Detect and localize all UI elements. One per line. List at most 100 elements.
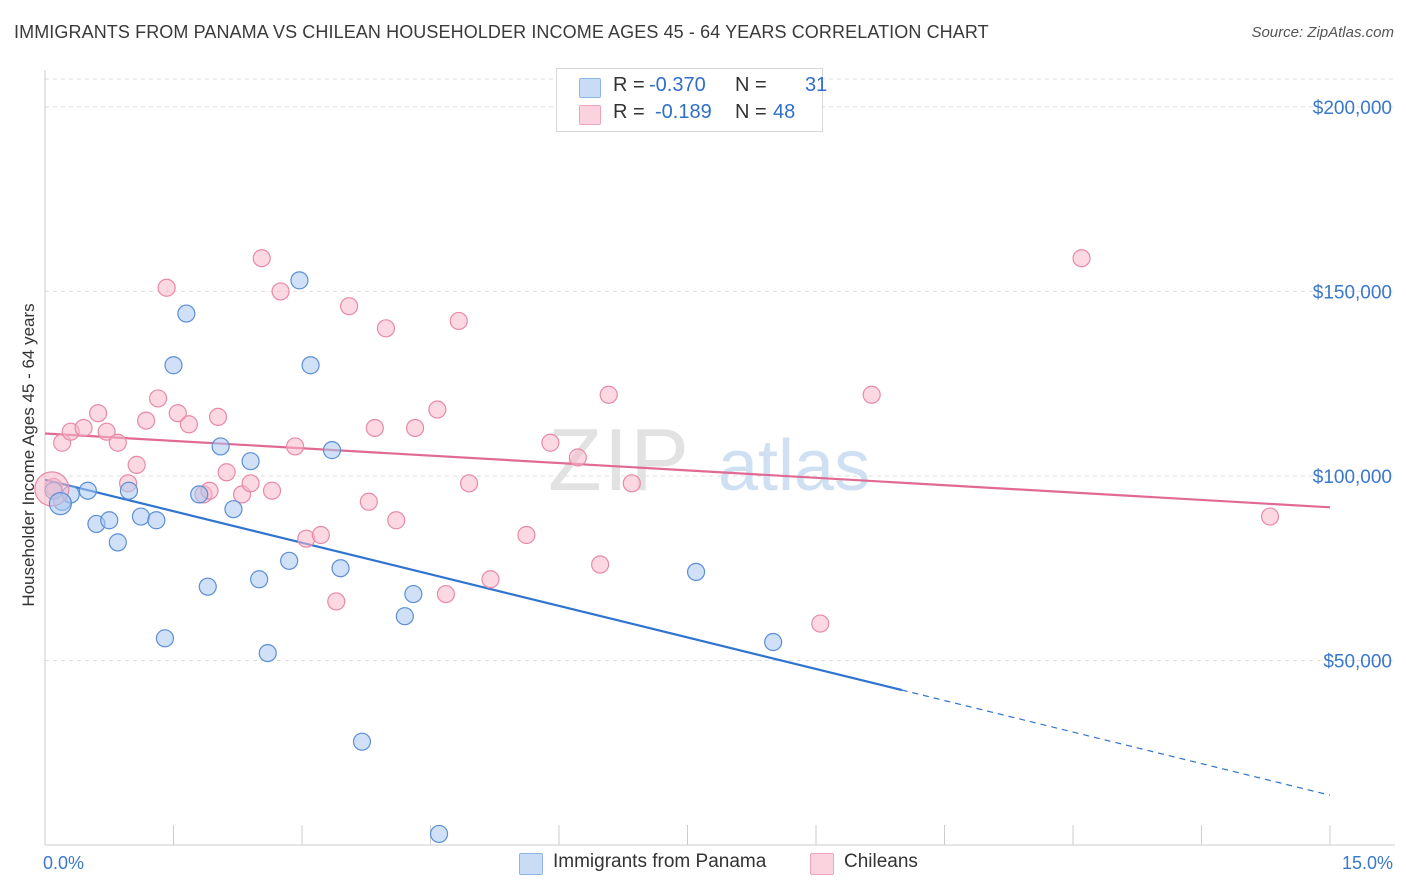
labels-layer: $50,000 $100,000 $150,000 $200,000 0.0% 15.0%… — [19, 98, 1393, 873]
chileans-point — [108, 433, 127, 452]
chileans-point — [376, 319, 396, 338]
chileans-point — [179, 415, 199, 434]
chileans-point — [599, 385, 618, 404]
chileans-point — [459, 474, 479, 493]
axes-layer — [44, 70, 1395, 846]
chileans-point — [127, 455, 146, 474]
chileans-point — [811, 614, 830, 633]
chileans-point — [148, 389, 168, 408]
chileans-point — [241, 474, 260, 493]
legend-n-label: N = — [735, 101, 767, 123]
panama-point — [404, 584, 423, 604]
chileans-point — [271, 282, 290, 301]
chileans-point — [89, 404, 108, 423]
chileans-point — [405, 418, 425, 438]
chileans-point — [387, 511, 406, 530]
chileans-point — [311, 525, 330, 545]
legend-swatch-chileans — [579, 105, 601, 125]
legend-r-label: R = — [613, 101, 645, 123]
chileans-point — [359, 492, 378, 511]
panama-point — [250, 570, 269, 589]
panama-point — [100, 511, 119, 530]
y-tick-label: $150,000 — [1313, 282, 1392, 303]
chileans-point — [157, 278, 176, 297]
series-label-chileans: Chileans — [844, 851, 918, 872]
panama-point — [352, 732, 372, 751]
chileans-point — [622, 474, 641, 493]
trend-line-0 — [44, 478, 902, 692]
panama-point — [147, 511, 166, 530]
series-label-panama: Immigrants from Panama — [553, 851, 767, 872]
panama-point — [429, 824, 449, 844]
y-tick-label: $50,000 — [1323, 651, 1392, 672]
series-swatch-chileans — [810, 853, 834, 875]
legend-r-value: -0.370 — [649, 74, 706, 96]
panama-point — [395, 607, 414, 626]
correlation-legend: R = -0.370 N = 31 R = -0.189 N = 48 — [556, 68, 827, 132]
chileans-point — [517, 525, 536, 545]
chileans-point — [436, 584, 456, 604]
chileans-point — [208, 407, 228, 427]
chileans-point — [481, 570, 500, 589]
panama-point — [155, 629, 175, 648]
panama-point — [119, 481, 139, 500]
chileans-point — [252, 249, 271, 268]
chileans-point — [340, 297, 359, 316]
legend-r-label: R = — [613, 74, 645, 96]
panama-point — [686, 562, 706, 582]
panama-point — [301, 356, 320, 375]
y-axis-label: Householder Income Ages 45 - 64 years — [19, 303, 38, 606]
panama-point — [198, 577, 217, 596]
panama-point — [322, 441, 342, 460]
chileans-point — [1260, 507, 1280, 526]
chileans-point — [365, 418, 384, 438]
watermark-atlas: atlas — [718, 426, 870, 506]
panama-point — [177, 304, 196, 323]
grid-layer — [45, 78, 1395, 661]
panama-point — [190, 485, 209, 504]
chileans-point — [862, 385, 881, 404]
chileans-point — [97, 422, 116, 441]
x-tick-label-min: 0.0% — [43, 853, 84, 873]
legend-n-value: 48 — [773, 101, 796, 123]
x-tick-label-max: 15.0% — [1342, 853, 1393, 873]
panama-point — [241, 452, 260, 471]
series-swatch-panama — [519, 853, 543, 875]
panama-point — [280, 551, 299, 570]
legend-n-label: N = — [735, 74, 767, 96]
chileans-point — [262, 481, 282, 500]
y-tick-label: $100,000 — [1313, 467, 1392, 488]
legend-n-value: 31 — [805, 74, 828, 96]
chart-source: Source: ZipAtlas.com — [1251, 24, 1394, 41]
points-layer — [34, 249, 1280, 844]
panama-point — [331, 559, 350, 578]
panama-point — [764, 632, 783, 652]
panama-point — [78, 481, 97, 500]
watermark: ZIP atlas — [548, 410, 870, 509]
legend-swatch-panama — [579, 78, 601, 98]
chileans-point — [591, 555, 610, 574]
chileans-point — [541, 433, 560, 452]
panama-point-cluster — [48, 492, 73, 516]
chileans-point — [136, 411, 156, 430]
trend-line-1 — [44, 432, 1331, 509]
chileans-point — [449, 311, 468, 331]
chileans-point — [168, 404, 187, 423]
chileans-point — [286, 437, 305, 456]
panama-point — [290, 271, 309, 290]
chileans-point — [74, 418, 93, 438]
chileans-point — [217, 463, 236, 482]
chileans-point — [568, 448, 587, 467]
y-tick-label: $200,000 — [1313, 98, 1392, 119]
trend-layer — [44, 432, 1331, 796]
legend-r-value: -0.189 — [655, 101, 712, 123]
panama-point — [108, 533, 127, 552]
panama-point — [211, 437, 230, 456]
chileans-point — [327, 592, 346, 611]
chileans-point — [1072, 249, 1091, 268]
panama-point — [258, 643, 277, 663]
panama-point — [224, 500, 243, 519]
panama-point — [164, 356, 183, 375]
